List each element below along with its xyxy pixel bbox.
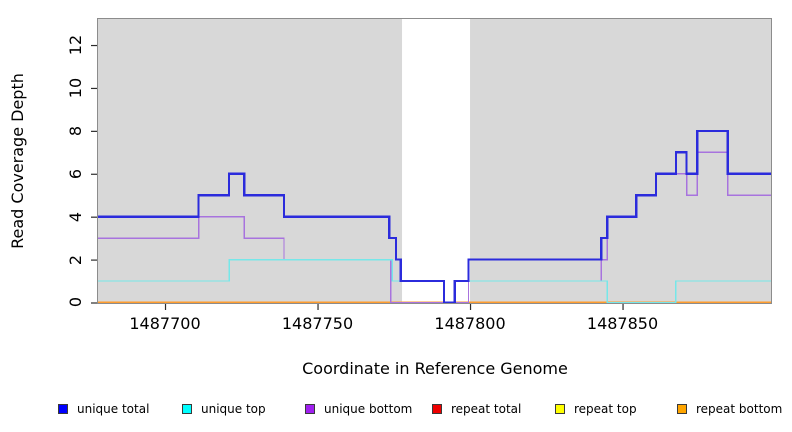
y-tick-label: 12 xyxy=(66,34,85,56)
x-axis-title: Coordinate in Reference Genome xyxy=(302,359,568,378)
legend-swatch-repeat-total xyxy=(432,404,442,414)
x-tick-label: 1487750 xyxy=(281,314,354,333)
series-line-unique-total xyxy=(97,129,772,304)
y-tick-label: 0 xyxy=(66,297,85,308)
legend-swatch-repeat-top xyxy=(555,404,565,414)
x-tick-label: 1487700 xyxy=(129,314,201,333)
y-tick-label: 4 xyxy=(66,211,85,222)
x-tick-label: 1487850 xyxy=(586,314,659,333)
legend-label: unique bottom xyxy=(324,402,413,416)
y-tick-label: 6 xyxy=(66,168,85,179)
legend-label: unique top xyxy=(201,402,266,416)
legend-swatch-unique-total xyxy=(58,404,68,414)
legend-label: repeat total xyxy=(451,402,522,416)
legend-swatch-unique-bottom xyxy=(305,404,315,414)
legend-item-unique-top: unique top xyxy=(182,400,266,418)
y-tick-label: 8 xyxy=(66,125,85,136)
legend-swatch-repeat-bottom xyxy=(677,404,687,414)
masked-region xyxy=(402,18,471,304)
legend-label: unique total xyxy=(77,402,150,416)
x-tick-label: 1487800 xyxy=(434,314,506,333)
legend: unique total unique top unique bottom repea… xyxy=(58,400,788,420)
legend-label: repeat bottom xyxy=(696,402,783,416)
y-tick-label: 10 xyxy=(66,77,85,99)
plot-border xyxy=(97,18,772,304)
legend-item-unique-bottom: unique bottom xyxy=(305,400,412,418)
legend-item-unique-total: unique total xyxy=(58,400,149,418)
y-axis-title: Read Coverage Depth xyxy=(8,73,27,249)
legend-label: repeat top xyxy=(574,402,637,416)
legend-swatch-unique-top xyxy=(182,404,192,414)
y-tick-label: 2 xyxy=(66,254,85,265)
legend-item-repeat-total: repeat total xyxy=(432,400,521,418)
legend-item-repeat-top: repeat top xyxy=(555,400,637,418)
series-line-unique-bottom xyxy=(97,151,772,304)
legend-item-repeat-bottom: repeat bottom xyxy=(677,400,782,418)
